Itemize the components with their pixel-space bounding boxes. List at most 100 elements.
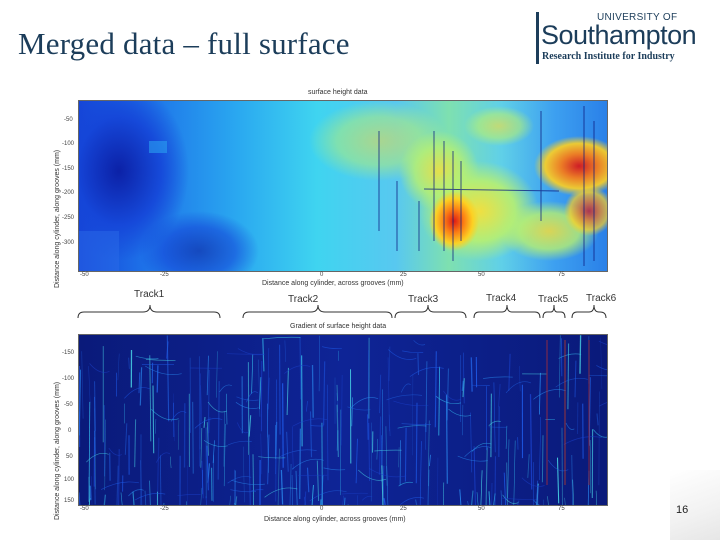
- gradient-curve: [207, 401, 228, 413]
- gradient-curve: [236, 396, 259, 401]
- track-label-4: Track4: [486, 293, 517, 304]
- gradient-streak: [160, 455, 162, 505]
- gradient-streak: [248, 415, 252, 437]
- gradient-curve: [251, 489, 264, 492]
- gradient-streak: [116, 465, 119, 505]
- top-plot-title: surface height data: [308, 89, 368, 96]
- gradient-streak: [412, 374, 414, 456]
- gradient-streak: [154, 418, 157, 434]
- gradient-streak: [262, 338, 265, 372]
- gradient-streak: [445, 394, 448, 484]
- surface-height-image: [79, 101, 607, 271]
- gradient-streak: [419, 441, 422, 505]
- gradient-streak: [120, 492, 123, 505]
- gradient-curve: [368, 468, 407, 478]
- bottom-plot-ylabel: Distance along cylinder, along grooves (…: [54, 381, 61, 520]
- gradient-streak: [249, 454, 251, 505]
- gradient-streak: [505, 425, 508, 449]
- gradient-streak: [399, 440, 401, 486]
- gradient-curve: [230, 489, 257, 493]
- gradient-curve: [235, 402, 259, 409]
- top-xtick: 0: [320, 272, 324, 278]
- gradient-streak: [490, 393, 492, 458]
- bottom-plot-title: Gradient of surface height data: [290, 323, 387, 330]
- gradient-streak: [251, 354, 254, 394]
- gradient-streak: [200, 427, 203, 468]
- gradient-streak: [379, 374, 382, 414]
- gradient-streak: [223, 423, 226, 487]
- gradient-curve: [134, 493, 166, 501]
- gradient-streak: [488, 491, 491, 505]
- bottom-plot-xlabel: Distance along cylinder, across grooves …: [264, 516, 406, 523]
- bottom-ytick: -100: [62, 376, 75, 382]
- gradient-curve: [598, 340, 607, 345]
- track-brace-2: [242, 304, 393, 319]
- gradient-streak: [564, 497, 566, 505]
- gradient-streak: [387, 357, 390, 432]
- gradient-streak: [342, 495, 345, 505]
- gradient-streak: [286, 431, 289, 472]
- gradient-streak: [386, 466, 389, 505]
- gradient-curve: [231, 479, 265, 485]
- gradient-streak: [259, 377, 262, 410]
- gradient-streak: [166, 335, 170, 422]
- gradient-curve: [558, 353, 582, 359]
- gradient-streak: [318, 335, 320, 392]
- gradient-streak: [260, 433, 263, 475]
- gradient-curve: [393, 400, 429, 407]
- gradient-streak: [252, 454, 255, 505]
- gradient-curve: [227, 476, 252, 484]
- gradient-curve: [374, 449, 402, 452]
- track-label-6: Track6: [586, 293, 617, 304]
- gradient-streak: [498, 383, 501, 407]
- gradient-streak: [556, 457, 560, 504]
- gradient-streak: [144, 490, 147, 505]
- gradient-curve: [227, 440, 252, 446]
- gradient-streak: [206, 355, 209, 396]
- gradient-curve: [435, 396, 461, 405]
- gradient-curve: [237, 348, 265, 356]
- gradient-streak: [291, 426, 294, 470]
- gradient-curve: [361, 495, 373, 501]
- gradient-curve: [596, 365, 607, 371]
- gradient-streak: [480, 470, 483, 505]
- gradient-streak: [149, 480, 151, 505]
- gradient-streak: [243, 446, 245, 503]
- gradient-streak: [366, 414, 369, 440]
- gradient-curve: [108, 447, 122, 456]
- bottom-xtick: -50: [80, 506, 89, 512]
- gradient-curve: [505, 381, 532, 394]
- gradient-streak: [438, 366, 441, 436]
- gradient-curve: [86, 452, 109, 463]
- gradient-curve: [347, 406, 371, 411]
- gradient-streak: [428, 420, 430, 487]
- bottom-ytick: 150: [64, 498, 75, 504]
- gradient-streak: [279, 344, 281, 435]
- gradient-streak: [152, 385, 155, 454]
- gradient-streak: [156, 437, 160, 501]
- gradient-streak: [138, 372, 141, 394]
- gradient-streak: [336, 430, 339, 451]
- gradient-curve: [443, 390, 462, 401]
- gradient-streak: [88, 401, 91, 502]
- bottom-xtick: 75: [558, 506, 565, 512]
- gradient-streak: [596, 413, 599, 426]
- gradient-streak: [275, 379, 277, 475]
- gradient-curve: [145, 359, 176, 361]
- bottom-ytick: -50: [64, 402, 73, 408]
- gradient-streak: [595, 490, 597, 505]
- gradient-streak: [519, 365, 521, 392]
- gradient-curve: [387, 349, 417, 360]
- gradient-curve: [323, 467, 346, 471]
- gradient-curve: [547, 459, 569, 472]
- bottom-xtick: -25: [160, 506, 169, 512]
- gradient-curve: [322, 346, 342, 349]
- bottom-ytick: 100: [64, 477, 75, 483]
- gradient-curve: [448, 408, 471, 417]
- gradient-streak: [493, 493, 496, 505]
- gradient-streak: [462, 404, 464, 436]
- gradient-streak: [118, 449, 120, 505]
- gradient-streak: [388, 346, 391, 382]
- gradient-streak: [177, 419, 180, 450]
- gradient-curve: [588, 374, 607, 377]
